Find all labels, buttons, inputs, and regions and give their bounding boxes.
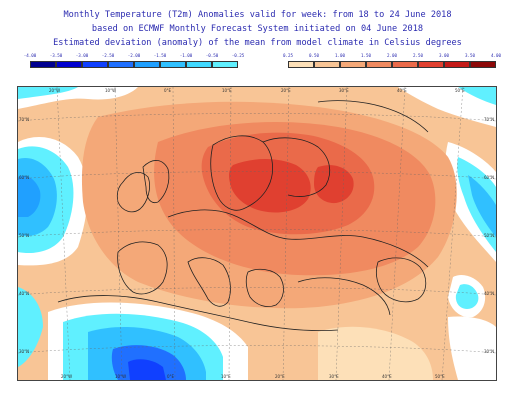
legend-positive-tick-label: 1.00 bbox=[334, 53, 346, 58]
legend-negative-swatch bbox=[108, 61, 134, 68]
legend-positive-swatch bbox=[288, 61, 314, 68]
anomaly-cold-west-core bbox=[18, 175, 41, 217]
legend-negative-tick-label: -0.25 bbox=[231, 53, 245, 58]
top-lon-label: 20°W bbox=[49, 88, 61, 93]
legend-negative: -4.00 -3.50 -3.00 -2.50 -2.00 -1.50 -1.00 -0.50… bbox=[24, 53, 244, 69]
legend-negative-swatch bbox=[56, 61, 82, 68]
anomaly-map bbox=[17, 86, 497, 381]
top-lon-label: 10°W bbox=[105, 88, 117, 93]
legend-negative-tick-label: -4.00 bbox=[23, 53, 37, 58]
left-lat-label: 50°N bbox=[19, 233, 30, 238]
bottom-lon-label: 10°E bbox=[221, 374, 231, 379]
legend-positive-swatch bbox=[314, 61, 340, 68]
anomaly-cold-south-extreme bbox=[128, 359, 166, 380]
legend-positive-tick-label: 1.50 bbox=[360, 53, 372, 58]
bottom-lon-label: 40°E bbox=[382, 374, 392, 379]
legend-negative-swatch bbox=[30, 61, 56, 68]
legend-positive-swatch bbox=[366, 61, 392, 68]
legend-positive-tick-label: 4.00 bbox=[490, 53, 502, 58]
bottom-lon-label: 20°W bbox=[61, 374, 73, 379]
legend-negative-swatch bbox=[134, 61, 160, 68]
legend-negative-tick-label: -1.50 bbox=[153, 53, 167, 58]
legend-positive-swatch bbox=[392, 61, 418, 68]
legend-positive-swatch bbox=[340, 61, 366, 68]
legend-negative-tick-label: -3.00 bbox=[75, 53, 89, 58]
anomaly-neutral-far-se bbox=[448, 316, 496, 380]
anomaly-cool-caspian bbox=[455, 284, 479, 309]
top-lon-label: 0°E bbox=[164, 88, 172, 93]
right-lat-label: 50°N bbox=[484, 233, 495, 238]
bottom-lon-label: 30°E bbox=[329, 374, 339, 379]
legend-positive-tick-label: 2.50 bbox=[412, 53, 424, 58]
graticule bbox=[18, 87, 496, 380]
legend-negative-swatch bbox=[160, 61, 186, 68]
top-lon-label: 40°E bbox=[397, 88, 407, 93]
anomaly-cold-southwest bbox=[18, 287, 43, 367]
legend-positive-tick-label: 3.50 bbox=[464, 53, 476, 58]
anomaly-cold-east-deeper bbox=[468, 175, 496, 237]
left-lat-label: 70°N bbox=[19, 117, 30, 122]
left-lat-label: 30°N bbox=[19, 349, 30, 354]
left-lat-label: 40°N bbox=[19, 291, 30, 296]
anomaly-cool-nw bbox=[18, 87, 78, 99]
legend-negative-swatch bbox=[186, 61, 212, 68]
legend-positive-tick-label: 3.00 bbox=[438, 53, 450, 58]
legend-negative-swatch bbox=[212, 61, 238, 68]
top-lon-label: 50°E bbox=[455, 88, 465, 93]
legend-negative-tick-label: -3.50 bbox=[49, 53, 63, 58]
left-lat-label: 60°N bbox=[19, 175, 30, 180]
right-lat-label: 70°N bbox=[484, 117, 495, 122]
title-line-1: Monthly Temperature (T2m) Anomalies vali… bbox=[63, 10, 452, 20]
anomaly-neutral-ne bbox=[398, 87, 496, 127]
title-line-3: Estimated deviation (anomaly) of the mea… bbox=[53, 38, 462, 48]
bottom-lon-label: 20°E bbox=[275, 374, 285, 379]
coastlines bbox=[57, 100, 429, 332]
legend-positive-swatch bbox=[418, 61, 444, 68]
anomaly-neutral-se bbox=[318, 326, 433, 380]
top-lon-label: 20°E bbox=[281, 88, 291, 93]
legend-positive-tick-label: 2.00 bbox=[386, 53, 398, 58]
anomaly-cool-ne bbox=[458, 87, 496, 105]
legend-positive: 0.25 0.50 1.00 1.50 2.00 2.50 3.00 3.50 4.00 bbox=[283, 53, 501, 69]
title-line-2: based on ECMWF Monthly Forecast System i… bbox=[91, 24, 424, 34]
legend-positive-swatch bbox=[470, 61, 496, 68]
anomaly-hot-core bbox=[229, 159, 311, 213]
bottom-lon-label: 0°E bbox=[167, 374, 175, 379]
right-lat-label: 60°N bbox=[484, 175, 495, 180]
right-lat-label: 40°N bbox=[484, 291, 495, 296]
bottom-lon-label: 10°W bbox=[115, 374, 127, 379]
legend-positive-swatch bbox=[444, 61, 470, 68]
legend-negative-swatch bbox=[82, 61, 108, 68]
legend-negative-tick-label: -2.00 bbox=[127, 53, 141, 58]
anomaly-hot-core-east bbox=[314, 165, 354, 204]
legend-negative-tick-label: -0.50 bbox=[205, 53, 219, 58]
legend-negative-tick-label: -1.00 bbox=[179, 53, 193, 58]
right-lat-label: 30°N bbox=[484, 349, 495, 354]
top-lon-label: 10°E bbox=[222, 88, 232, 93]
legend-positive-tick-label: 0.50 bbox=[308, 53, 320, 58]
top-lon-label: 30°E bbox=[339, 88, 349, 93]
legend-positive-tick-label: 0.25 bbox=[282, 53, 294, 58]
bottom-lon-label: 50°E bbox=[435, 374, 445, 379]
legend-negative-tick-label: -2.50 bbox=[101, 53, 115, 58]
